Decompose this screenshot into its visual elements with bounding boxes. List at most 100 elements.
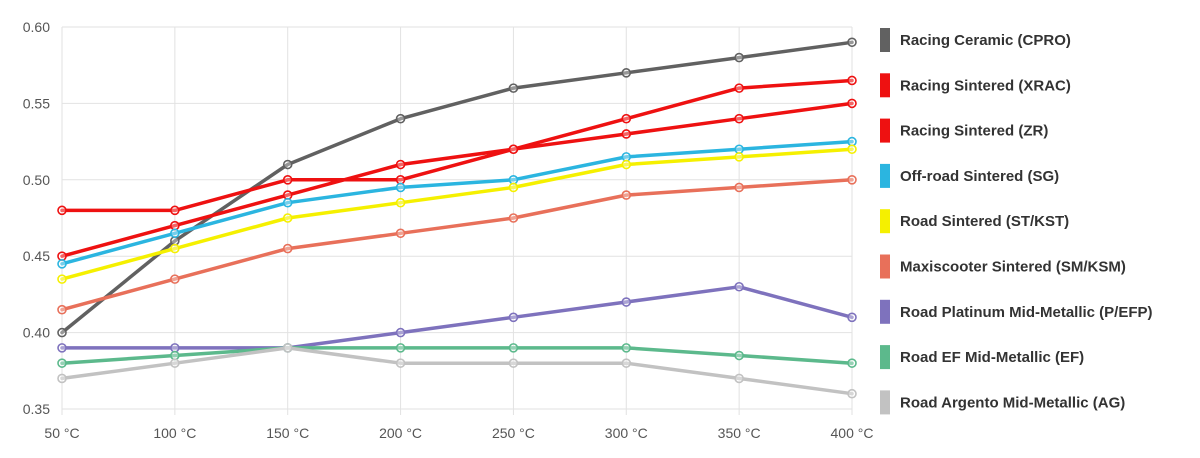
- data-point: [57, 259, 67, 269]
- data-point: [847, 136, 857, 147]
- data-point: [395, 327, 406, 338]
- data-point: [170, 228, 180, 239]
- legend-item: Off-road Sintered (SG): [880, 163, 1059, 188]
- series-8: [57, 343, 857, 399]
- data-point: [395, 182, 406, 193]
- series-5: [57, 175, 857, 315]
- data-point: [282, 197, 293, 208]
- legend-item: Road Argento Mid-Metallic (AG): [880, 390, 1125, 415]
- legend-swatch: [880, 254, 890, 279]
- x-tick-label: 250 °C: [492, 425, 535, 441]
- legend: Racing Ceramic (CPRO) Racing Sintered (XR…: [880, 28, 1153, 415]
- data-point: [734, 373, 744, 384]
- legend-swatch: [880, 390, 890, 415]
- data-point: [170, 274, 180, 284]
- data-point: [395, 228, 406, 239]
- data-point: [847, 98, 857, 109]
- series-line: [60, 139, 854, 266]
- x-tick-label: 200 °C: [379, 425, 422, 441]
- legend-swatch: [880, 73, 890, 98]
- data-point: [734, 152, 744, 162]
- data-point: [282, 190, 293, 200]
- data-point: [508, 343, 519, 353]
- legend-label: Racing Sintered (XRAC): [900, 77, 1071, 94]
- data-point: [508, 83, 519, 93]
- series-3: [57, 136, 857, 269]
- data-point: [170, 243, 180, 254]
- data-point: [847, 37, 857, 48]
- y-tick-label: 0.35: [23, 401, 50, 417]
- data-point: [170, 220, 180, 231]
- legend-swatch: [880, 299, 890, 324]
- data-point: [395, 159, 406, 170]
- data-point: [621, 129, 632, 139]
- series-6: [57, 281, 857, 353]
- legend-item: Racing Ceramic (CPRO): [880, 28, 1071, 52]
- data-point: [170, 236, 180, 246]
- x-tick-label: 300 °C: [605, 425, 648, 441]
- legend-swatch: [880, 345, 890, 370]
- legend-item: Road Sintered (ST/KST): [880, 209, 1069, 234]
- data-point: [508, 182, 519, 193]
- data-point: [282, 343, 293, 353]
- series-line: [60, 147, 854, 281]
- legend-label: Racing Sintered (ZR): [900, 123, 1048, 140]
- legend-label: Racing Ceramic (CPRO): [900, 32, 1071, 49]
- legend-swatch: [880, 28, 890, 52]
- legend-label: Road Sintered (ST/KST): [900, 213, 1069, 230]
- data-point: [621, 358, 632, 368]
- data-point: [734, 52, 744, 63]
- data-point: [621, 159, 632, 170]
- data-point: [57, 205, 67, 216]
- data-point: [847, 312, 857, 323]
- data-point: [282, 175, 293, 185]
- data-point: [170, 343, 180, 353]
- data-point: [395, 197, 406, 208]
- series-1: [57, 75, 857, 216]
- data-point: [734, 182, 744, 193]
- series-line: [60, 78, 854, 213]
- legend-label: Road Platinum Mid-Metallic (P/EFP): [900, 304, 1153, 321]
- data-point: [170, 350, 180, 361]
- data-point: [847, 175, 857, 185]
- legend-label: Maxiscooter Sintered (SM/KSM): [900, 259, 1126, 276]
- data-point: [508, 213, 519, 223]
- data-point: [621, 152, 632, 162]
- data-point: [621, 343, 632, 353]
- legend-item: Road EF Mid-Metallic (EF): [880, 345, 1084, 370]
- series-line: [60, 285, 854, 350]
- data-point: [282, 159, 293, 170]
- legend-swatch: [880, 118, 890, 143]
- series-line: [60, 346, 854, 396]
- x-tick-label: 350 °C: [718, 425, 761, 441]
- series-line: [60, 101, 854, 258]
- data-point: [170, 358, 180, 368]
- x-tick-label: 150 °C: [266, 425, 309, 441]
- data-point: [282, 243, 293, 254]
- legend-item: Maxiscooter Sintered (SM/KSM): [880, 254, 1126, 279]
- data-point: [57, 343, 67, 353]
- legend-item: Road Platinum Mid-Metallic (P/EFP): [880, 299, 1153, 324]
- data-point: [847, 144, 857, 155]
- data-point: [57, 304, 67, 315]
- axes: 0.35 0.40 0.45 0.50 0.55 0.60 50 °C 100 °C 150 °…: [23, 19, 874, 441]
- data-point: [508, 312, 519, 323]
- data-point: [734, 350, 744, 361]
- legend-label: Off-road Sintered (SG): [900, 168, 1059, 185]
- legend-label: Road EF Mid-Metallic (EF): [900, 349, 1084, 366]
- data-point: [734, 113, 744, 124]
- data-point: [734, 83, 744, 93]
- data-point: [395, 343, 406, 353]
- legend-swatch: [880, 163, 890, 188]
- data-point: [508, 144, 519, 155]
- legend-label: Road Argento Mid-Metallic (AG): [900, 394, 1125, 411]
- data-point: [621, 113, 632, 124]
- data-point: [734, 144, 744, 155]
- y-tick-label: 0.45: [23, 248, 50, 264]
- data-point: [847, 358, 857, 368]
- data-point: [621, 190, 632, 200]
- data-point: [57, 327, 67, 338]
- x-tick-label: 400 °C: [831, 425, 874, 441]
